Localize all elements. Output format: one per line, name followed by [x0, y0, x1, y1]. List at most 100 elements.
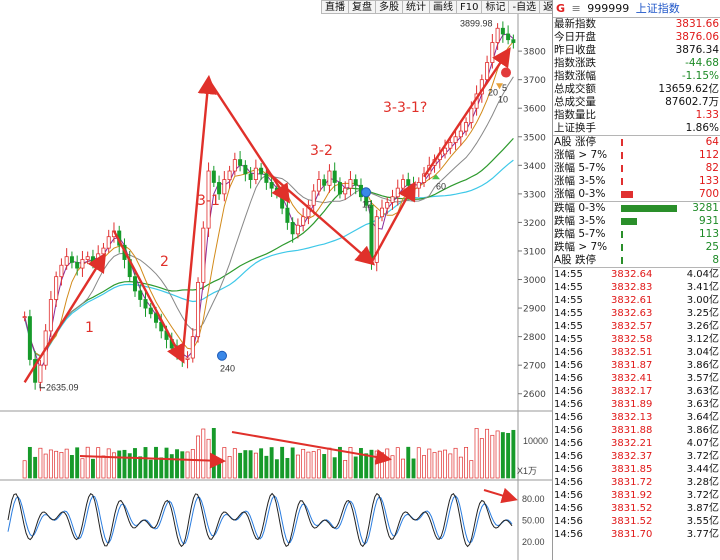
tick-time: 14:56 [554, 373, 583, 384]
volume-bar [169, 454, 174, 479]
toolbar-multi-stock-button[interactable]: 多股 [375, 0, 403, 14]
decline-row-value: 25 [705, 241, 719, 253]
tick-price: 3832.13 [611, 412, 653, 423]
toolbar-draw-line-button[interactable]: 画线 [429, 0, 457, 14]
candle-body [148, 307, 153, 315]
candle-body [343, 187, 348, 195]
volume-bar [164, 447, 169, 479]
candle-body [443, 147, 448, 155]
tick-price: 3832.57 [611, 321, 653, 332]
volume-bar [369, 449, 374, 479]
tick-time: 14:56 [554, 477, 583, 488]
volume-bar [316, 449, 321, 479]
candle-body [248, 173, 253, 180]
candle-body [59, 264, 64, 278]
advance-row-value: 133 [698, 175, 719, 187]
tick-vol: 3.57亿 [686, 373, 719, 384]
ma-cycle-label: 10 [498, 95, 508, 105]
toolbar-remove-watchlist-button[interactable]: -自选 [508, 0, 541, 14]
volume-bar [322, 454, 327, 479]
price-tick-label: 3300 [523, 190, 546, 200]
candle-body [453, 136, 458, 143]
wave-label: 3-2 [310, 143, 333, 159]
candle-body [464, 122, 469, 132]
volume-unit-label: X1万 [517, 466, 537, 476]
volume-bar [22, 460, 27, 479]
wave-label: 3-3-1? [383, 100, 427, 116]
tick-vol: 3.72亿 [686, 451, 719, 462]
candle-body [422, 173, 427, 183]
volume-bar [59, 452, 64, 479]
tick-price: 3832.61 [611, 295, 653, 306]
decline-row: 跌幅 5-7% 113 [553, 228, 720, 241]
price-tick-label: 2900 [523, 305, 546, 315]
candle-body [401, 179, 406, 189]
oscillator-line-d [7, 495, 513, 545]
wave-label: 1 [85, 320, 94, 336]
tick-row: 14:56 3831.87 3.86亿 [553, 359, 720, 372]
low-price-label: 2635.09 [46, 383, 79, 393]
volume-bar [201, 428, 206, 479]
decline-bar [621, 244, 623, 251]
tick-price: 3831.88 [611, 425, 653, 436]
decline-bar [621, 218, 637, 225]
volume-bar [500, 432, 505, 479]
candle-body [390, 196, 395, 203]
volume-bar [427, 448, 432, 479]
kline-chart-area[interactable]: 2600 2700 2800 2900 3000 3100 3200 3300 3400 3500… [0, 0, 568, 560]
candle-body [143, 299, 148, 309]
toolbar-mark-button[interactable]: 标记 [481, 0, 510, 14]
toolbar-f10-button[interactable]: F10 [456, 0, 483, 14]
advance-row: 涨幅 > 7% 112 [553, 149, 720, 162]
candle-body [353, 179, 358, 186]
ma-line-purple [24, 33, 514, 371]
volume-bar [348, 447, 353, 479]
toolbar-replay-button[interactable]: 复盘 [348, 0, 376, 14]
volume-bar [227, 456, 232, 479]
advance-row-value: 82 [705, 162, 719, 174]
volume-bar [180, 451, 185, 479]
volume-bar [285, 457, 290, 479]
quote-row-value: 87602.7万 [665, 96, 719, 108]
volume-bar [185, 451, 190, 479]
volume-bar [380, 452, 384, 479]
candle-body [280, 193, 285, 209]
menu-icon[interactable]: ≡ [571, 2, 581, 15]
kline-chart-svg[interactable]: 2600 2700 2800 2900 3000 3100 3200 3300 3400 3500… [0, 0, 552, 560]
decline-row-label: 跌幅 0-3% [554, 202, 606, 214]
volume-bar [464, 447, 469, 479]
wave-arrow [112, 230, 185, 364]
tick-list[interactable]: 14:55 3832.64 4.04亿 14:55 3832.83 3.41亿 14:55 3… [553, 268, 720, 541]
oscillator-arrow [483, 487, 518, 504]
advance-row-value: 700 [698, 188, 719, 200]
candle-body [238, 159, 243, 166]
volume-bar [106, 448, 111, 479]
candle-body [243, 164, 248, 175]
decline-row-value: 8 [712, 254, 719, 266]
candle-body [232, 159, 237, 172]
decline-row-label: 跌幅 > 7% [554, 241, 608, 253]
tick-time: 14:55 [554, 269, 583, 280]
tick-price: 3832.64 [611, 269, 653, 280]
candle-body [190, 336, 195, 359]
quote-row-value: 1.86% [685, 122, 719, 134]
tick-vol: 3.04亿 [686, 347, 719, 358]
tick-vol: 3.12亿 [686, 334, 719, 345]
volume-bar [27, 446, 32, 479]
candle-body [201, 227, 206, 283]
candle-body [306, 204, 311, 218]
tick-price: 3832.21 [611, 438, 653, 449]
price-tick-label: 3800 [523, 48, 546, 58]
tick-row: 14:56 3831.52 3.55亿 [553, 515, 720, 528]
red-signal-dot [501, 67, 511, 78]
candle-body [406, 179, 411, 186]
oscillator-tick-label: 50.00 [522, 516, 545, 526]
advance-row-label: 涨幅 3-5% [554, 175, 606, 187]
toolbar-live-button[interactable]: 直播 [321, 0, 349, 14]
volume-bar [217, 459, 222, 479]
toolbar-stats-button[interactable]: 统计 [402, 0, 430, 14]
volume-bar [259, 448, 264, 479]
candle-body [485, 62, 490, 81]
price-tick-label: 3000 [523, 276, 546, 286]
volume-bar [311, 451, 316, 479]
